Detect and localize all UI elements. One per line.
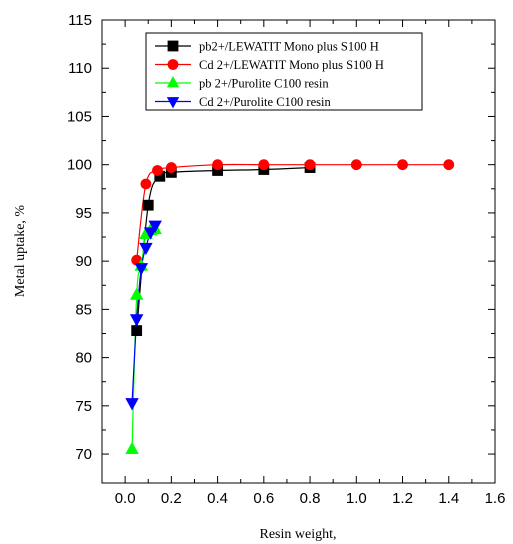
data-point <box>129 314 144 327</box>
legend-marker <box>166 97 180 109</box>
x-tick-label: 1.4 <box>438 490 459 507</box>
x-tick-label: 1.6 <box>485 490 506 507</box>
data-point <box>148 220 162 233</box>
data-point <box>125 398 139 411</box>
legend-marker <box>167 59 179 70</box>
data-point <box>152 165 163 176</box>
plot-frame <box>101 19 496 484</box>
y-tick-label: 105 <box>67 108 92 125</box>
data-point <box>139 242 153 256</box>
series-points-cd-2-lewatit-mono-plus-s100-h <box>131 159 455 266</box>
data-point <box>142 199 154 211</box>
y-tick-label: 100 <box>67 157 92 174</box>
data-point <box>304 159 316 171</box>
data-point <box>129 287 144 300</box>
legend-marker <box>166 76 180 88</box>
data-point <box>350 159 362 171</box>
x-tick-label: 1.2 <box>392 490 413 507</box>
data-point <box>397 159 408 171</box>
legend-marker <box>167 40 179 52</box>
y-tick-label: 70 <box>75 446 92 463</box>
x-tick-label: 1.0 <box>346 490 367 507</box>
x-tick-label: 0.4 <box>207 490 228 507</box>
data-point <box>134 263 149 276</box>
data-point <box>212 159 223 171</box>
data-point <box>443 159 455 171</box>
y-tick-label: 115 <box>68 12 92 29</box>
series-curves <box>131 163 449 450</box>
x-tick-label: 0.8 <box>300 490 321 507</box>
data-point <box>258 159 270 171</box>
y-tick-label: 75 <box>75 398 92 415</box>
y-axis-title: Metal uptake, % <box>13 205 28 297</box>
y-tick-label: 85 <box>75 301 92 318</box>
data-point <box>131 325 143 336</box>
legend: pb2+/LEWATIT Mono plus S100 H Cd 2+/LEWAT… <box>145 32 423 111</box>
legend-label: Cd 2+/LEWATIT Mono plus S100 H <box>199 58 384 72</box>
legend-box <box>145 32 423 111</box>
x-axis-ticks: 0.0 0.2 0.4 0.6 0.8 1.0 1.2 1.4 1.6 <box>101 20 506 507</box>
series-line-cd-2-lewatit-mono-plus-s100-h <box>136 163 449 261</box>
y-tick-label: 95 <box>75 205 92 222</box>
legend-label: pb2+/LEWATIT Mono plus S100 H <box>199 40 379 54</box>
x-tick-label: 0.6 <box>253 490 274 507</box>
legend-label: pb 2+/Purolite C100 resin <box>199 77 329 91</box>
x-tick-label: 0.2 <box>161 490 182 507</box>
y-tick-label: 90 <box>75 253 92 270</box>
data-point <box>125 441 139 455</box>
series-points-cd-2-purolite-c100-resin <box>125 220 162 411</box>
x-axis-title: Resin weight, <box>260 527 337 542</box>
data-point <box>140 178 152 190</box>
y-tick-label: 80 <box>75 350 92 367</box>
series-points-pb2-lewatit-mono-plus-s100-h <box>131 162 316 336</box>
x-tick-label: 0.0 <box>115 490 136 507</box>
y-axis-ticks: 70 75 80 85 90 95 100 105 110 115 <box>67 12 495 463</box>
data-point <box>143 227 158 240</box>
series-line-pb2-lewatit-mono-plus-s100-h <box>136 166 311 331</box>
legend-label: Cd 2+/Purolite C100 resin <box>199 95 331 109</box>
series-markers <box>125 159 455 455</box>
y-tick-label: 110 <box>68 60 92 77</box>
data-point <box>165 162 177 173</box>
